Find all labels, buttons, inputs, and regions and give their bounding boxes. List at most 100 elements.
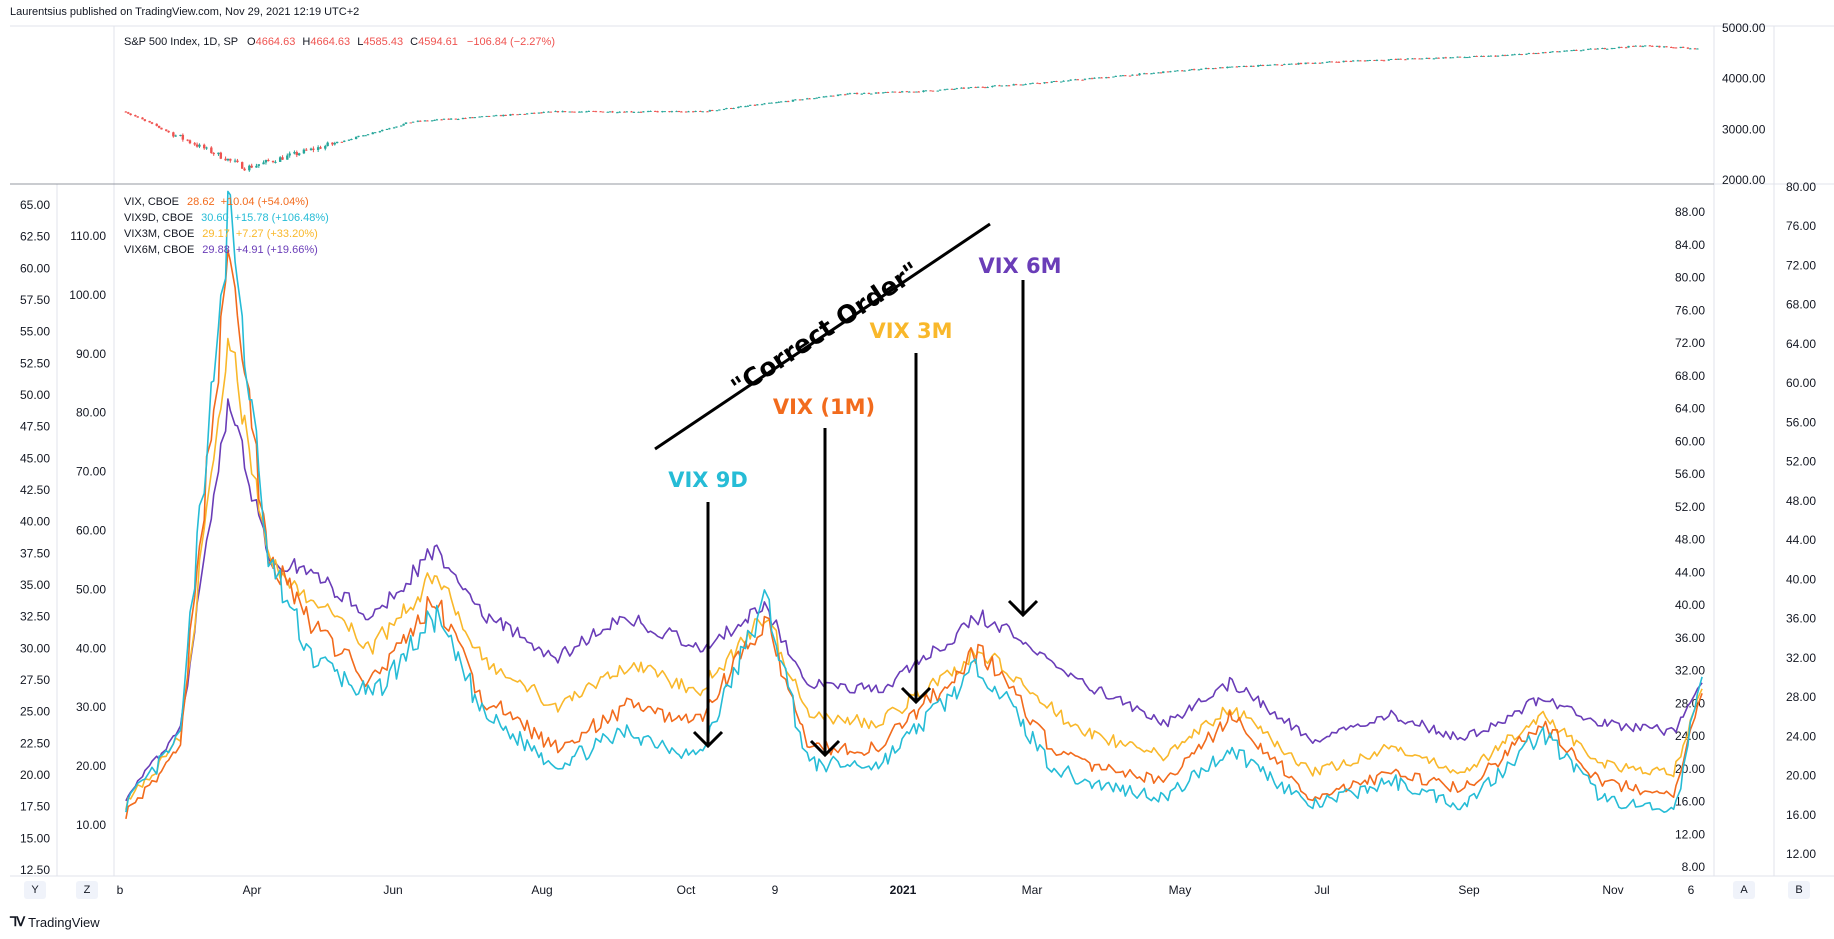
spx-price-axis[interactable]: 5000.00 4000.00 3000.00 2000.00 [1722, 21, 1766, 187]
time-axis[interactable]: b Apr Jun Aug Oct 9 2021 Mar May Jul Sep Nov 6 [117, 883, 1695, 897]
spx-candle-body [1318, 62, 1322, 64]
spx-candle-body [1074, 79, 1077, 81]
spx-candle-body [1268, 64, 1272, 66]
spx-candle-body [297, 153, 301, 156]
tradingview-logo-icon[interactable]: Ꞁꓦ [10, 914, 25, 929]
spx-candle-body [1503, 55, 1507, 57]
spx-candle-body [217, 152, 220, 155]
spx-candle-body [1596, 48, 1599, 50]
spx-candle-body [502, 114, 505, 117]
tradingview-brand[interactable]: TradingView [28, 914, 100, 930]
vix-price-tick: 20.00 [1786, 769, 1816, 783]
spx-candle-body [656, 111, 659, 113]
annotation-label-vix1m[interactable]: VIX (1M) [773, 395, 875, 419]
spx-candle-body [1219, 67, 1222, 69]
spx-candle-body [877, 92, 880, 94]
vix-price-tick: 60.00 [1675, 434, 1705, 448]
vix-price-tick: 45.00 [20, 451, 50, 465]
spx-candle-body [578, 111, 581, 113]
vix-legend-name: VIX6M, CBOE [124, 244, 194, 256]
spx-candle-body [523, 113, 526, 115]
spx-candle-body [411, 121, 415, 123]
annotation-label-vix6m[interactable]: VIX 6M [978, 254, 1061, 278]
spx-candle-body [846, 93, 849, 95]
spx-candle-body [309, 148, 313, 151]
spx-candle-body [991, 86, 994, 88]
spx-candle-body [1451, 57, 1455, 59]
spx-candle-body [480, 116, 484, 118]
series-line-vix3m [125, 337, 1703, 810]
spx-candle-body [1549, 51, 1552, 53]
spx-candle-body [1083, 78, 1087, 80]
vix-price-tick: 88.00 [1675, 205, 1705, 219]
spx-candle-body [1012, 84, 1015, 86]
annotation-label-vix3m[interactable]: VIX 3M [869, 319, 952, 343]
vix-price-tick: 47.50 [20, 420, 50, 434]
spx-pane [124, 44, 1699, 172]
spx-candle-body [1304, 62, 1307, 65]
spx-candle-body [573, 111, 576, 113]
annotation-arrow-head-vix6m[interactable] [1007, 599, 1039, 618]
spx-candle-body [141, 117, 144, 120]
spx-candle-body [630, 111, 633, 113]
spx-candle-body [1525, 53, 1528, 55]
spx-candle-body [333, 143, 336, 145]
vix-price-tick: 64.00 [1675, 402, 1705, 416]
vix-price-tick: 22.50 [20, 736, 50, 750]
annotation-arrow-head-vix9d[interactable] [692, 730, 724, 749]
spx-candle-body [1173, 70, 1177, 72]
spx-candle-body [898, 91, 901, 93]
spx-candle-body [848, 93, 852, 95]
spx-candle-body [699, 110, 702, 112]
spx-candle-body [794, 99, 797, 101]
b-scale-button[interactable]: B [1788, 881, 1810, 899]
spx-candle-body [611, 111, 614, 113]
spx-candle-body [585, 111, 588, 113]
vix-price-tick: 36.00 [1675, 631, 1705, 645]
correct-order-trendline[interactable] [654, 222, 991, 451]
spx-candle-body [1204, 68, 1208, 70]
spx-candle-body [155, 123, 158, 126]
spx-candle-body [1297, 62, 1300, 65]
spx-candle-body [1200, 68, 1203, 70]
spx-candle-body [670, 111, 674, 113]
vix-legend-value: 29.88 [202, 244, 230, 256]
spx-candle-body [843, 94, 847, 96]
spx-candle-body [430, 120, 434, 122]
vix-price-axes[interactable]: 65.00 62.50 60.00 57.50 55.00 52.50 50.00 47.50… [20, 180, 1816, 877]
spx-candle-body [1513, 54, 1516, 56]
spx-candle-body [1242, 65, 1246, 67]
spx-candle-body [1249, 65, 1253, 67]
spx-candle-body [248, 165, 251, 171]
annotation-arrow-head-vix3m[interactable] [900, 686, 932, 705]
spx-candle-body [1007, 85, 1011, 87]
spx-candle-body [1382, 60, 1386, 62]
vix-price-tick: 60.00 [76, 524, 106, 538]
spx-candle-body [867, 92, 871, 94]
spx-candle-body [179, 134, 182, 136]
spx-candle-body [708, 110, 712, 112]
spx-candle-body [468, 117, 472, 119]
spx-candle-body [540, 112, 543, 114]
spx-candle-body [1537, 53, 1540, 55]
time-tick-label: Aug [531, 883, 552, 897]
spx-candle-body [172, 132, 175, 137]
spx-candle-body [1356, 60, 1360, 62]
spx-candle-body [808, 98, 811, 100]
spx-candle-body [1373, 59, 1376, 61]
y-scale-button[interactable]: Y [24, 881, 46, 899]
spx-candle-body [454, 118, 458, 120]
auto-scale-button[interactable]: A [1733, 881, 1755, 899]
spx-candle-body [661, 111, 664, 113]
spx-candle-body [1582, 49, 1585, 51]
z-scale-button[interactable]: Z [76, 881, 98, 899]
spx-candle-body [1494, 55, 1497, 57]
spx-candle-body [1299, 62, 1303, 65]
spx-candle-body [302, 149, 306, 154]
annotation-label-vix9d[interactable]: VIX 9D [668, 468, 748, 492]
spx-candle-body [1162, 71, 1165, 74]
vix-price-tick: 110.00 [70, 229, 106, 243]
annotation-arrow-head-vix1m[interactable] [809, 739, 841, 758]
